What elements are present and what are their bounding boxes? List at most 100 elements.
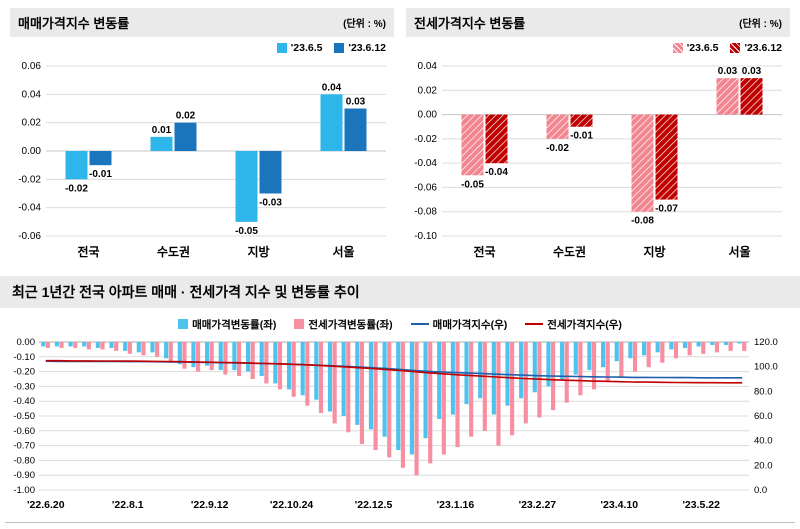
svg-text:-0.04: -0.04 (485, 167, 508, 178)
svg-text:0.01: 0.01 (152, 125, 172, 136)
svg-text:-0.40: -0.40 (13, 396, 35, 407)
line-swatch-icon (525, 323, 544, 325)
svg-text:-0.20: -0.20 (13, 367, 35, 378)
legend-item: 매매가격지수(우) (410, 317, 508, 332)
trend-section-title: 최근 1년간 전국 아파트 매매 · 전세가격 지수 및 변동률 추이 (0, 276, 800, 308)
svg-text:0.02: 0.02 (418, 85, 438, 96)
bar-swatch-icon (178, 319, 189, 329)
svg-text:수도권: 수도권 (553, 245, 586, 259)
svg-text:-0.06: -0.06 (414, 182, 437, 193)
svg-text:'23.1.16: '23.1.16 (437, 499, 475, 511)
sales-legend: '23.6.5 '23.6.12 (10, 37, 394, 56)
jeonse-panel-header: 전세가격지수 변동률 (단위 : %) (406, 8, 790, 37)
svg-text:-0.04: -0.04 (414, 158, 437, 169)
svg-text:-0.02: -0.02 (414, 134, 437, 145)
svg-text:-0.50: -0.50 (13, 411, 35, 422)
legend-item: '23.6.12 (730, 42, 782, 54)
svg-text:-0.02: -0.02 (546, 143, 569, 154)
svg-text:-0.30: -0.30 (13, 381, 35, 392)
svg-text:0.06: 0.06 (22, 61, 42, 72)
svg-text:0.03: 0.03 (346, 97, 366, 108)
svg-text:'22.9.12: '22.9.12 (191, 499, 229, 511)
svg-text:60.0: 60.0 (754, 411, 773, 422)
svg-text:'23.4.10: '23.4.10 (601, 499, 639, 511)
trend-legend: 매매가격변동률(좌) 전세가격변동률(좌) 매매가격지수(우) 전세가격지수(우) (0, 308, 800, 334)
legend-label: '23.6.12 (348, 42, 386, 54)
svg-text:'23.5.22: '23.5.22 (682, 499, 720, 511)
legend-label: '23.6.5 (290, 42, 323, 54)
svg-text:지방: 지방 (643, 244, 665, 259)
legend-item: '23.6.5 (672, 42, 719, 54)
bar-swatch-icon (672, 43, 683, 53)
jeonse-bar-chart: 0.04 0.02 0.00 -0.02 -0.04 -0.06 -0.08 -0.10 -0.… (414, 61, 782, 259)
top-charts-row: 매매가격지수 변동률 (단위 : %) '23.6.5 '23.6.12 0.06… (0, 0, 800, 264)
svg-text:-0.07: -0.07 (655, 204, 678, 215)
svg-text:0.03: 0.03 (718, 66, 738, 77)
legend-label: 매매가격변동률(좌) (192, 318, 277, 331)
legend-item: 매매가격변동률(좌) (178, 317, 276, 332)
svg-text:-0.01: -0.01 (89, 169, 112, 180)
legend-item: 전세가격지수(우) (525, 317, 622, 332)
trend-chart-container: 0.00 -0.10 -0.20 -0.30 -0.40 -0.50 -0.60 -0.70 -… (5, 336, 795, 523)
svg-text:-0.05: -0.05 (461, 179, 484, 190)
svg-text:서울: 서울 (332, 244, 354, 259)
sales-unit-label: (단위 : %) (343, 19, 386, 30)
legend-label: 매매가격지수(우) (432, 318, 508, 331)
svg-text:-0.10: -0.10 (13, 352, 35, 363)
svg-text:전국: 전국 (77, 244, 99, 259)
legend-label: 전세가격지수(우) (547, 318, 622, 331)
bar-swatch-icon (730, 43, 741, 53)
svg-text:-0.60: -0.60 (13, 426, 35, 437)
svg-text:0.00: 0.00 (22, 146, 42, 157)
svg-text:100.0: 100.0 (754, 362, 778, 373)
svg-text:-0.70: -0.70 (13, 441, 35, 452)
line-swatch-icon (410, 323, 429, 325)
jeonse-panel: 전세가격지수 변동률 (단위 : %) '23.6.5 '23.6.12 0.04… (406, 8, 790, 264)
svg-text:-1.00: -1.00 (13, 485, 35, 496)
legend-label: 전세가격변동률(좌) (308, 318, 393, 331)
svg-text:20.0: 20.0 (754, 460, 773, 471)
jeonse-chart-title: 전세가격지수 변동률 (414, 16, 526, 31)
legend-label: '23.6.12 (744, 42, 782, 54)
legend-item: 전세가격변동률(좌) (294, 317, 393, 332)
bar-swatch-icon (294, 319, 305, 329)
svg-text:'22.12.5: '22.12.5 (355, 499, 393, 511)
bar-swatch-icon (334, 43, 345, 53)
svg-text:0.03: 0.03 (742, 66, 762, 77)
svg-text:-0.10: -0.10 (414, 231, 437, 242)
legend-label: '23.6.5 (686, 42, 719, 54)
legend-item: '23.6.12 (334, 42, 386, 54)
svg-text:0.04: 0.04 (418, 61, 438, 72)
svg-text:-0.80: -0.80 (13, 455, 35, 466)
legend-item: '23.6.5 (276, 42, 323, 54)
svg-text:0.00: 0.00 (17, 337, 36, 348)
svg-text:80.0: 80.0 (754, 386, 773, 397)
svg-text:-0.05: -0.05 (235, 226, 258, 237)
svg-text:지방: 지방 (247, 244, 269, 259)
svg-text:-0.01: -0.01 (570, 131, 593, 142)
svg-text:0.04: 0.04 (322, 82, 342, 93)
svg-text:-0.03: -0.03 (259, 198, 282, 209)
svg-text:40.0: 40.0 (754, 436, 773, 447)
svg-text:'22.8.1: '22.8.1 (112, 499, 144, 511)
svg-text:-0.08: -0.08 (414, 207, 437, 218)
svg-text:0.04: 0.04 (22, 89, 42, 100)
svg-text:서울: 서울 (728, 244, 750, 259)
svg-text:-0.06: -0.06 (18, 231, 41, 242)
svg-text:수도권: 수도권 (157, 245, 190, 259)
svg-text:'22.10.24: '22.10.24 (270, 499, 314, 511)
svg-text:120.0: 120.0 (754, 337, 778, 348)
jeonse-legend: '23.6.5 '23.6.12 (406, 37, 790, 56)
svg-text:'23.2.27: '23.2.27 (519, 499, 557, 511)
svg-text:'22.6.20: '22.6.20 (27, 499, 65, 511)
trend-combo-chart: 0.00 -0.10 -0.20 -0.30 -0.40 -0.50 -0.60 -0.70 -… (13, 337, 778, 511)
svg-text:-0.04: -0.04 (18, 203, 41, 214)
sales-panel-header: 매매가격지수 변동률 (단위 : %) (10, 8, 394, 37)
svg-text:-0.02: -0.02 (18, 174, 41, 185)
svg-text:0.00: 0.00 (418, 110, 438, 121)
svg-text:-0.90: -0.90 (13, 470, 35, 481)
svg-text:전국: 전국 (473, 244, 495, 259)
bar-swatch-icon (276, 43, 287, 53)
svg-text:-0.08: -0.08 (631, 216, 654, 227)
